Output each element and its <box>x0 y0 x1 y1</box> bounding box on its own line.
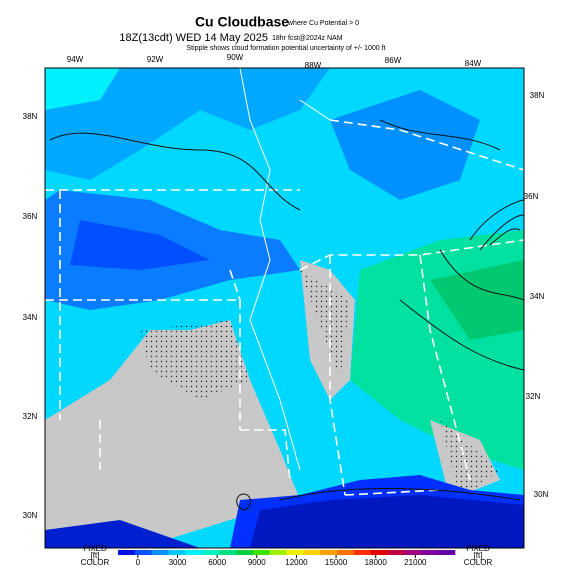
lon-label: 90W <box>227 53 244 62</box>
lon-label: 94W <box>67 55 84 64</box>
lon-label: 84W <box>465 59 482 68</box>
valid-time: 18Z(13cdt) WED 14 May 2025 <box>119 32 268 44</box>
title-note: where Cu Potential > 0 <box>287 20 359 27</box>
lon-label: 86W <box>385 56 402 65</box>
title: Cu Cloudbase <box>195 14 289 30</box>
colorbar-swatch <box>337 550 355 555</box>
colorbar-swatch <box>235 550 254 555</box>
colorbar-swatch <box>370 550 388 555</box>
colorbar-swatch <box>320 550 338 555</box>
colorbar-swatch <box>438 550 456 555</box>
colorbar-swatch <box>219 550 237 555</box>
colorbar-swatch <box>387 550 405 555</box>
colorbar-swatch <box>151 550 169 555</box>
colorbar-tick-label: 15000 <box>325 558 348 567</box>
lat-label: 30N <box>534 490 549 499</box>
map-frame <box>44 67 525 549</box>
colorbar-side-label: COLOR <box>81 558 110 567</box>
lon-label: 92W <box>147 55 164 64</box>
colorbar-side-label: [ft] <box>91 551 100 560</box>
colorbar-swatch <box>202 550 220 555</box>
colorbar-swatch <box>269 550 287 555</box>
forecast: 18hr fcst@2024z NAM <box>272 35 343 42</box>
colorbar: 0 3000 6000 9000 12000 15000 18000 21000FIXED[f… <box>81 544 493 567</box>
colorbar-swatch <box>118 550 136 555</box>
lat-label: 30N <box>23 511 38 520</box>
colorbar-swatch <box>168 550 186 555</box>
lon-label: 88W <box>305 61 322 70</box>
lat-label: 38N <box>530 91 545 100</box>
colorbar-swatch <box>421 550 439 555</box>
colorbar-swatch <box>134 550 152 555</box>
colorbar-swatch <box>404 550 422 555</box>
lat-label: 34N <box>23 313 38 322</box>
colorbar-tick-label: 9000 <box>248 558 266 567</box>
lat-label: 38N <box>23 112 38 121</box>
map-labels: 94W 92W 90W 88W 86W 84W 38N 36N 34N 32N 30N 38N 36N 3… <box>23 53 549 520</box>
colorbar-tick-label: 12000 <box>285 558 308 567</box>
colorbar-swatch <box>303 550 321 555</box>
colorbar-swatch <box>252 550 270 555</box>
lat-label: 36N <box>23 212 38 221</box>
colorbar-swatch <box>185 550 203 555</box>
map-field <box>45 68 524 548</box>
colorbar-side-label: [ft] <box>474 551 483 560</box>
colorbar-tick-label: 3000 <box>169 558 187 567</box>
colorbar-side-label: FIXED <box>83 544 107 553</box>
subtitle: Stipple shows cloud formation potential … <box>186 45 385 52</box>
lat-label: 34N <box>530 292 545 301</box>
colorbar-tick-label: 21000 <box>404 558 427 567</box>
colorbar-tick-label: 18000 <box>365 558 388 567</box>
colorbar-side-label: FIXED <box>466 544 490 553</box>
lat-label: 32N <box>23 412 38 421</box>
colorbar-swatch <box>353 550 372 555</box>
lat-label: 32N <box>526 392 541 401</box>
colorbar-tick-label: 6000 <box>208 558 226 567</box>
colorbar-tick-label: 0 <box>136 558 141 567</box>
lat-label: 36N <box>524 192 539 201</box>
colorbar-swatch <box>286 550 304 555</box>
colorbar-side-label: COLOR <box>464 558 493 567</box>
